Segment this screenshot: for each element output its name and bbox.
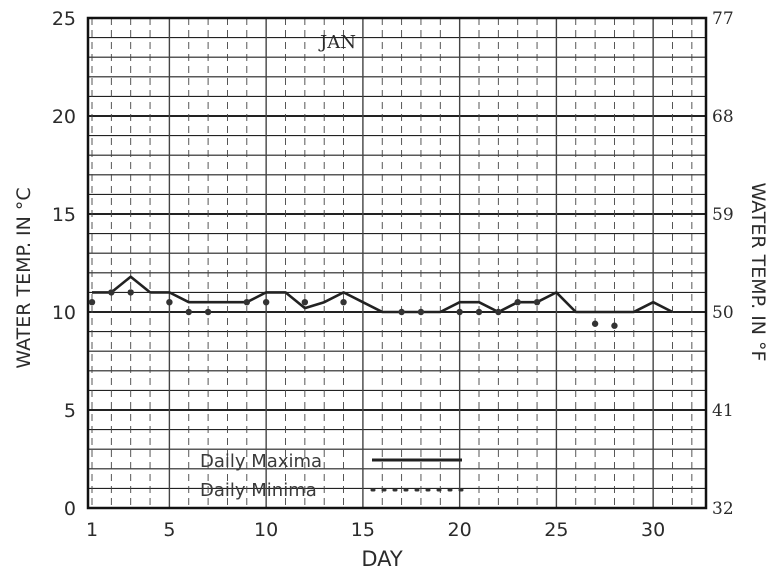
- data-point-daily-minima: [398, 308, 405, 316]
- y-axis-label-right: WATER TEMP. IN °F: [747, 183, 769, 362]
- y-tick-label-right: 50: [712, 303, 734, 323]
- data-point-daily-minima: [262, 299, 270, 306]
- data-point-daily-minima: [495, 308, 502, 316]
- data-point-daily-minima: [185, 308, 192, 316]
- chart-title: JAN: [318, 32, 356, 53]
- x-tick-label: 1: [86, 519, 98, 541]
- x-tick-label: 15: [351, 519, 375, 541]
- y-tick-label-left: 5: [64, 400, 76, 422]
- y-tick-label-left: 20: [52, 106, 76, 128]
- data-point-daily-minima: [591, 320, 599, 327]
- y-tick-label-right: 77: [712, 9, 734, 29]
- data-point-daily-minima: [108, 289, 115, 296]
- data-point-daily-minima: [417, 308, 425, 316]
- data-point-daily-minima: [456, 308, 463, 316]
- legend: Daily Maxima Daily Minima: [200, 451, 464, 501]
- x-tick-label: 30: [641, 519, 665, 541]
- data-point-daily-minima: [243, 299, 250, 306]
- data-point-daily-minima: [204, 308, 212, 316]
- data-point-daily-minima: [514, 299, 521, 306]
- y-tick-label-left: 0: [64, 498, 76, 520]
- y-tick-label-right: 32: [712, 499, 734, 519]
- x-tick-label: 25: [544, 519, 568, 541]
- y-tick-label-left: 25: [52, 8, 76, 30]
- x-axis-label: DAY: [361, 547, 403, 571]
- data-point-daily-minima: [127, 289, 134, 296]
- data-point-daily-minima: [611, 322, 618, 329]
- x-tick-label: 10: [254, 519, 278, 541]
- data-point-daily-minima: [533, 299, 541, 306]
- series-layer: [88, 275, 674, 329]
- data-point-daily-minima: [166, 299, 173, 306]
- y-tick-label-right: 68: [712, 107, 734, 127]
- legend-label-minima: Daily Minima: [200, 480, 317, 501]
- plot-frame: [86, 16, 708, 510]
- series-line-daily-maxima: [92, 275, 674, 314]
- x-tick-label: 5: [163, 519, 175, 541]
- data-point-daily-minima: [475, 308, 483, 316]
- y-axis-label-left: WATER TEMP. IN °C: [13, 187, 35, 368]
- data-point-daily-minima: [340, 299, 347, 306]
- y-tick-label-right: 41: [712, 401, 734, 421]
- data-point-daily-minima: [301, 299, 309, 306]
- y-tick-label-left: 15: [52, 204, 76, 226]
- y-tick-label-right: 59: [712, 205, 734, 225]
- y-tick-label-left: 10: [52, 302, 76, 324]
- legend-label-maxima: Daily Maxima: [200, 451, 322, 472]
- grid: [88, 17, 706, 509]
- x-tick-label: 20: [448, 519, 472, 541]
- plot-border: [86, 16, 708, 510]
- data-point-daily-minima: [88, 299, 96, 306]
